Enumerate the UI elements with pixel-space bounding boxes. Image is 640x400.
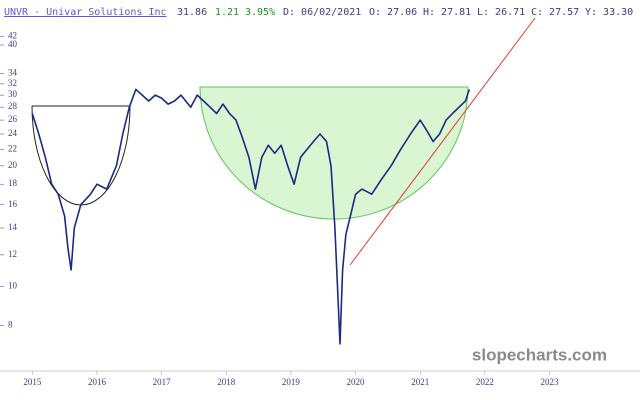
price-line [31, 88, 471, 345]
y-tick-label: 22 [8, 143, 17, 153]
y-tick-label: 26 [8, 114, 18, 124]
y-tick-label: 28 [8, 101, 18, 111]
x-tick-label: 2015 [23, 377, 42, 387]
x-tick-label: 2023 [540, 377, 559, 387]
y-tick-label: 42 [8, 31, 17, 41]
watermark: slopecharts.com [472, 345, 607, 364]
x-tick-label: 2022 [476, 377, 494, 387]
y-tick-label: 34 [8, 67, 18, 77]
x-tick-label: 2019 [282, 377, 301, 387]
y-tick-label: 30 [8, 89, 18, 99]
cup-pattern-black [31, 105, 131, 206]
trend-line [349, 17, 536, 266]
quote-low: L: 26.71 [477, 7, 525, 18]
y-tick-label: 32 [8, 78, 17, 88]
x-tick-label: 2018 [217, 377, 236, 387]
y-tick-label: 20 [8, 160, 18, 170]
y-tick-label: 16 [8, 199, 18, 209]
y-tick-label: 10 [8, 281, 18, 291]
quote-year-high: Y: 33.30 [585, 7, 633, 18]
quote-change: 1.21 [215, 7, 239, 18]
y-tick-label: 14 [8, 222, 18, 232]
y-tick-label: 12 [8, 249, 17, 259]
quote-date: D: 06/02/2021 [283, 7, 361, 18]
x-tick-label: 2021 [411, 377, 429, 387]
x-tick-label: 2020 [347, 377, 366, 387]
x-tick-label: 2017 [153, 377, 172, 387]
quote-last: 31.86 [177, 7, 207, 18]
quote-change-pct: 3.95% [245, 7, 275, 18]
title: UNVR - Univar Solutions Inc [4, 7, 167, 18]
y-tick-label: 40 [8, 39, 18, 49]
x-tick-label: 2016 [88, 377, 107, 387]
y-tick-label: 18 [8, 178, 18, 188]
quote-open: O: 27.06 [369, 7, 417, 18]
quote-close: C: 27.57 [531, 7, 579, 18]
cup-pattern-green [199, 86, 469, 220]
y-tick-label: 24 [8, 128, 18, 138]
quote-high: H: 27.81 [423, 7, 471, 18]
y-tick-label: 8 [8, 320, 13, 330]
